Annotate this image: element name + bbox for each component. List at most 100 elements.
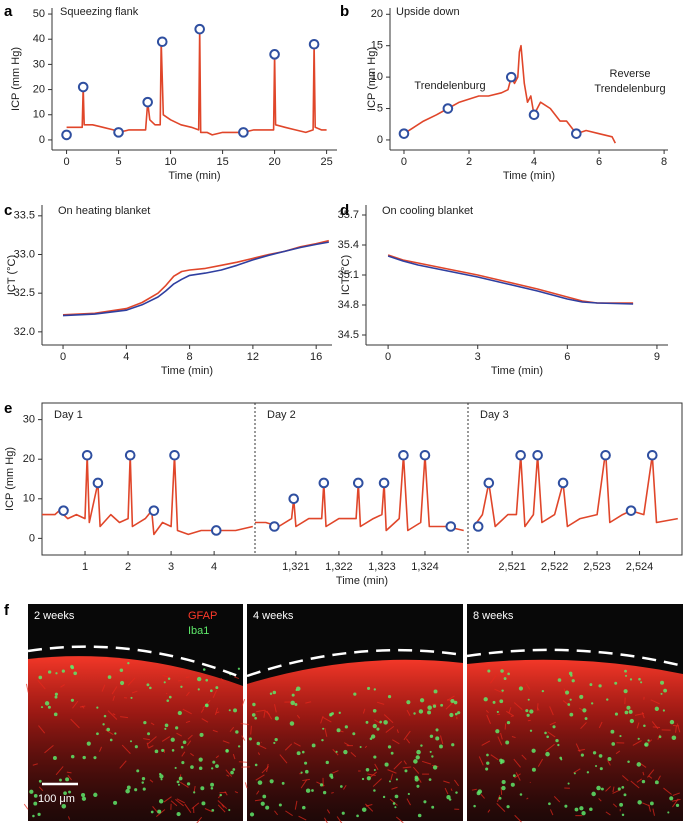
y-tick-label: 10 xyxy=(371,71,383,83)
iba1-cell xyxy=(506,720,511,725)
gfap-fiber xyxy=(120,716,129,719)
gfap-fiber xyxy=(217,800,228,810)
gfap-fiber xyxy=(212,689,218,698)
iba1-cell xyxy=(637,737,640,740)
gfap-fiber xyxy=(630,780,640,789)
iba1-cell xyxy=(507,672,510,676)
gfap-fiber xyxy=(161,736,171,742)
trace xyxy=(403,44,617,144)
iba1-cell xyxy=(404,769,408,773)
gfap-fiber xyxy=(187,734,193,740)
iba1-cell xyxy=(640,681,643,684)
x-tick-label: 25 xyxy=(320,156,332,168)
iba1-cell xyxy=(641,779,646,784)
gfap-fiber xyxy=(403,760,407,765)
marker xyxy=(646,449,658,461)
iba1-cell xyxy=(32,814,35,818)
iba1-cell xyxy=(305,788,311,793)
gfap-fiber xyxy=(332,770,339,774)
iba1-cell xyxy=(269,692,273,695)
iba1-cell xyxy=(278,803,282,807)
gfap-fiber xyxy=(672,798,681,802)
annotation: Reverse xyxy=(610,68,651,80)
iba1-cell xyxy=(611,742,616,746)
gfap-fiber xyxy=(232,753,236,760)
marker xyxy=(81,449,93,461)
iba1-cell xyxy=(473,804,476,808)
x-tick-label: 16 xyxy=(310,351,322,363)
iba1-cell xyxy=(454,712,458,716)
iba1-cell xyxy=(372,708,377,713)
iba1-cell xyxy=(260,801,265,806)
y-tick-label: 33.0 xyxy=(14,248,35,260)
gfap-fiber xyxy=(148,745,154,749)
gfap-fiber xyxy=(485,710,489,714)
micrograph-panel xyxy=(238,604,464,823)
iba1-cell xyxy=(625,674,628,677)
gfap-fiber xyxy=(632,740,642,746)
iba1-cell xyxy=(529,709,534,714)
gfap-fiber xyxy=(184,803,192,813)
iba1-cell xyxy=(567,703,571,706)
micrograph-panel xyxy=(466,604,684,823)
iba1-cell xyxy=(394,794,399,799)
iba1-cell xyxy=(127,662,130,665)
gfap-fiber xyxy=(258,744,267,750)
iba1-cell xyxy=(295,688,298,692)
image-label: 2 weeks xyxy=(34,610,75,622)
iba1-cell xyxy=(210,786,214,790)
gfap-fiber xyxy=(250,725,252,735)
y-tick-label: 30 xyxy=(23,414,35,426)
iba1-cell xyxy=(182,740,187,745)
marker xyxy=(77,81,89,93)
y-tick-label: 32.5 xyxy=(14,287,35,299)
gfap-fiber xyxy=(217,804,226,813)
iba1-cell xyxy=(336,728,341,733)
gfap-fiber xyxy=(598,721,603,729)
iba1-cell xyxy=(289,721,295,726)
y-tick-label: 30 xyxy=(33,58,45,70)
marker xyxy=(269,49,280,60)
iba1-cell xyxy=(505,740,510,745)
gfap-fiber xyxy=(478,756,484,766)
iba1-cell xyxy=(201,801,206,806)
iba1-cell xyxy=(302,805,306,810)
iba1-cell xyxy=(331,712,334,716)
iba1-cell xyxy=(70,754,75,759)
gfap-fiber xyxy=(163,796,172,803)
gfap-fiber xyxy=(70,718,80,729)
iba1-cell xyxy=(96,732,99,736)
marker xyxy=(308,38,320,50)
iba1-cell xyxy=(325,760,329,765)
iba1-cell xyxy=(103,714,107,718)
iba1-cell xyxy=(178,776,183,781)
iba1-cell xyxy=(624,669,627,673)
iba1-cell xyxy=(37,812,41,817)
x-tick-label: 2 xyxy=(125,561,131,573)
marker xyxy=(113,127,124,138)
gfap-fiber xyxy=(676,723,681,733)
iba1-cell xyxy=(382,795,386,799)
iba1-cell xyxy=(388,780,391,783)
iba1-cell xyxy=(541,689,545,693)
gfap-fiber xyxy=(545,743,555,752)
iba1-cell xyxy=(569,698,572,701)
gfap-fiber xyxy=(389,798,398,806)
iba1-cell xyxy=(510,782,515,787)
iba1-cell xyxy=(394,806,397,809)
iba1-cell xyxy=(82,755,86,760)
gfap-fiber xyxy=(336,816,343,823)
y-tick-label: 20 xyxy=(23,453,35,465)
iba1-cell xyxy=(119,680,125,686)
marker xyxy=(571,128,582,139)
gfap-fiber xyxy=(648,775,653,779)
iba1-cell xyxy=(506,805,510,809)
x-axis-label: Time (min) xyxy=(168,170,220,182)
iba1-cell xyxy=(626,705,631,710)
iba1-cell xyxy=(365,767,370,772)
iba1-cell xyxy=(574,807,579,812)
gfap-fiber xyxy=(112,713,116,716)
iba1-cell xyxy=(70,664,74,669)
gfap-fiber xyxy=(176,732,182,737)
iba1-cell xyxy=(366,776,371,781)
